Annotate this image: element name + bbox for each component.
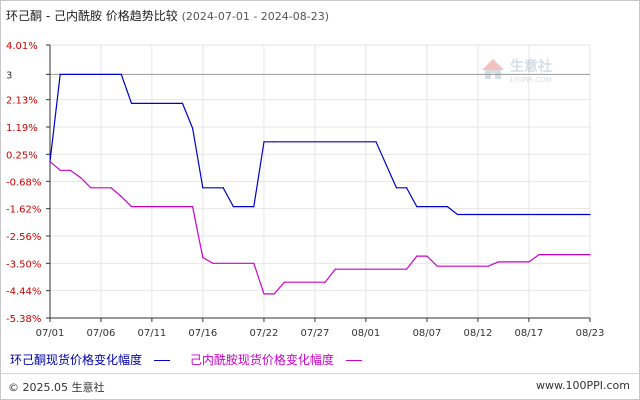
series-2-point xyxy=(406,268,408,270)
series-2-point xyxy=(90,187,92,189)
series-1-point xyxy=(130,102,133,105)
series-2-point xyxy=(334,268,336,270)
series-lines xyxy=(49,73,591,295)
y-tick-label: -0.68% xyxy=(6,177,41,188)
y-tick-label: -5.38% xyxy=(6,314,41,325)
series-2-point xyxy=(273,293,275,295)
watermark-site: 100PPI.COM xyxy=(509,76,552,84)
chart-title: 环己酮 - 己内酰胺 价格趋势比较 (2024-07-01 - 2024-08-… xyxy=(6,7,329,24)
x-tick-label: 08/01 xyxy=(351,328,380,339)
y-tick-label: -1.62% xyxy=(6,205,41,216)
series-2-point xyxy=(253,262,255,264)
legend-label: 环己酮现货价格变化幅度 xyxy=(10,353,143,367)
series-2-point xyxy=(497,261,499,263)
series-2-point xyxy=(426,255,428,257)
series-2-point xyxy=(192,206,194,208)
legend-item-series1: 环己酮现货价格变化幅度 xyxy=(10,353,171,367)
series-1-point xyxy=(253,206,255,208)
series-2-point xyxy=(283,281,285,283)
series-2-point xyxy=(487,265,489,267)
chart-title-text: 环己酮 - 己内酰胺 价格趋势比较 xyxy=(6,9,178,23)
series-2-point xyxy=(436,265,438,267)
series-2-point xyxy=(49,160,51,163)
chart-grid xyxy=(50,44,591,319)
series-1-point xyxy=(589,213,591,216)
y-tick-label: -4.44% xyxy=(6,287,41,298)
series-1-point xyxy=(446,206,448,208)
x-tick-label: 08/17 xyxy=(514,328,543,339)
series-2-point xyxy=(202,256,204,259)
series-1-point xyxy=(273,141,275,143)
series-2-point xyxy=(120,195,122,198)
series-2-point xyxy=(324,281,326,283)
series-1-point xyxy=(181,102,184,105)
series-2-point xyxy=(110,187,112,189)
series-1-point xyxy=(202,187,204,189)
legend-item-series2: 己内酰胺现货价格变化幅度 xyxy=(190,353,362,367)
series-1-point xyxy=(120,73,122,75)
series-1-point xyxy=(59,73,61,75)
legend-swatch xyxy=(345,360,362,361)
footer-divider xyxy=(0,373,640,374)
series-2-point xyxy=(528,261,530,263)
y-tick-label: 0.25% xyxy=(6,150,38,161)
series-2-point xyxy=(538,254,540,256)
series-1-point xyxy=(375,141,377,143)
x-tick-label: 08/12 xyxy=(464,328,493,339)
watermark-house-icon xyxy=(482,59,504,79)
series-2-point xyxy=(416,255,418,257)
series-1-point xyxy=(232,206,234,208)
series-1-point xyxy=(192,127,194,129)
series-1-point xyxy=(222,187,224,189)
series-2-point xyxy=(69,169,71,171)
chart-date-range: (2024-07-01 - 2024-08-23) xyxy=(181,10,330,23)
x-axis-ticks: 07/01 07/06 07/11 07/16 07/22 07/27 08/01 08/07… xyxy=(36,318,605,339)
y-tick-label: 2.13% xyxy=(6,96,38,107)
series-1-point xyxy=(416,206,418,208)
x-tick-label: 07/16 xyxy=(188,328,217,339)
series-2-point xyxy=(589,254,591,256)
y-axis-ticks: 4.01% 3 2.13% 1.19% 0.25% -0.68% -1.62% -2.56% -… xyxy=(6,41,50,325)
x-tick-label: 07/11 xyxy=(137,328,166,339)
y-tick-label: 3 xyxy=(6,70,12,81)
legend-swatch xyxy=(154,360,171,361)
series-line-2 xyxy=(49,161,590,295)
series-2-point xyxy=(59,169,61,171)
y-tick-label: -2.56% xyxy=(6,232,41,243)
y-tick-label: -3.50% xyxy=(6,259,41,270)
series-2-point xyxy=(212,262,214,264)
x-tick-label: 07/22 xyxy=(250,328,279,339)
series-1-point xyxy=(395,187,398,189)
series-1-point xyxy=(406,187,408,189)
x-tick-label: 07/27 xyxy=(300,328,329,339)
watermark-name: 生意社 xyxy=(510,58,552,75)
footer-copyright: © 2025.05 生意社 xyxy=(8,381,105,394)
series-1-point xyxy=(263,141,265,143)
series-1-point xyxy=(456,213,459,216)
watermark-logo: 生意社 100PPI.COM xyxy=(482,58,552,84)
x-tick-label: 08/23 xyxy=(576,328,605,339)
y-tick-label: 1.19% xyxy=(6,123,38,134)
y-tick-label: 4.01% xyxy=(6,41,38,52)
series-2-point xyxy=(263,293,265,295)
x-tick-label: 07/06 xyxy=(87,328,116,339)
chart-legend: 环己酮现货价格变化幅度 己内酰胺现货价格变化幅度 xyxy=(10,351,378,368)
x-tick-label: 07/01 xyxy=(36,328,65,339)
legend-label: 己内酰胺现货价格变化幅度 xyxy=(189,353,334,367)
series-2-point xyxy=(130,206,133,208)
series-2-point xyxy=(79,176,82,179)
footer-site-link[interactable]: www.100PPI.com xyxy=(536,379,630,392)
x-tick-label: 08/07 xyxy=(413,328,442,339)
series-line-1 xyxy=(49,73,590,216)
